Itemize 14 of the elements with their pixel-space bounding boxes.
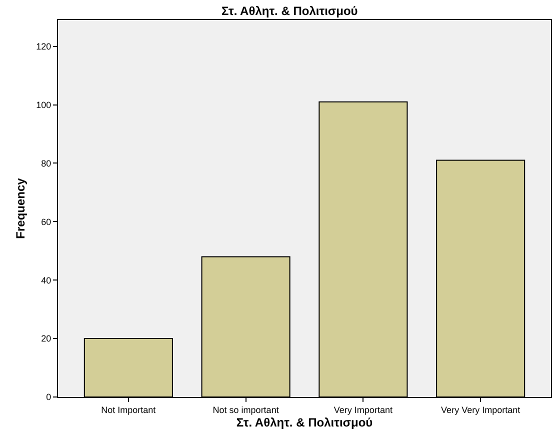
y-tick-label: 80: [41, 158, 52, 168]
chart-title: Στ. Αθλητ. & Πολιτισμού: [221, 4, 358, 18]
y-tick-label: 0: [46, 392, 52, 402]
y-tick-label: 120: [36, 41, 52, 52]
x-axis-title: Στ. Αθλητ. & Πολιτισμού: [236, 416, 373, 430]
y-axis-title: Frequency: [13, 178, 28, 239]
y-tick-label: 40: [41, 275, 52, 286]
x-tick-label: Not so important: [212, 404, 280, 415]
x-tick-label: Very Very Important: [441, 404, 521, 415]
y-tick-label: 100: [36, 100, 52, 110]
y-tick-label: 60: [41, 216, 52, 227]
x-tick-label: Very Important: [334, 404, 393, 415]
y-tick-label: 20: [41, 334, 52, 344]
x-tick-label: Not Important: [101, 404, 156, 415]
